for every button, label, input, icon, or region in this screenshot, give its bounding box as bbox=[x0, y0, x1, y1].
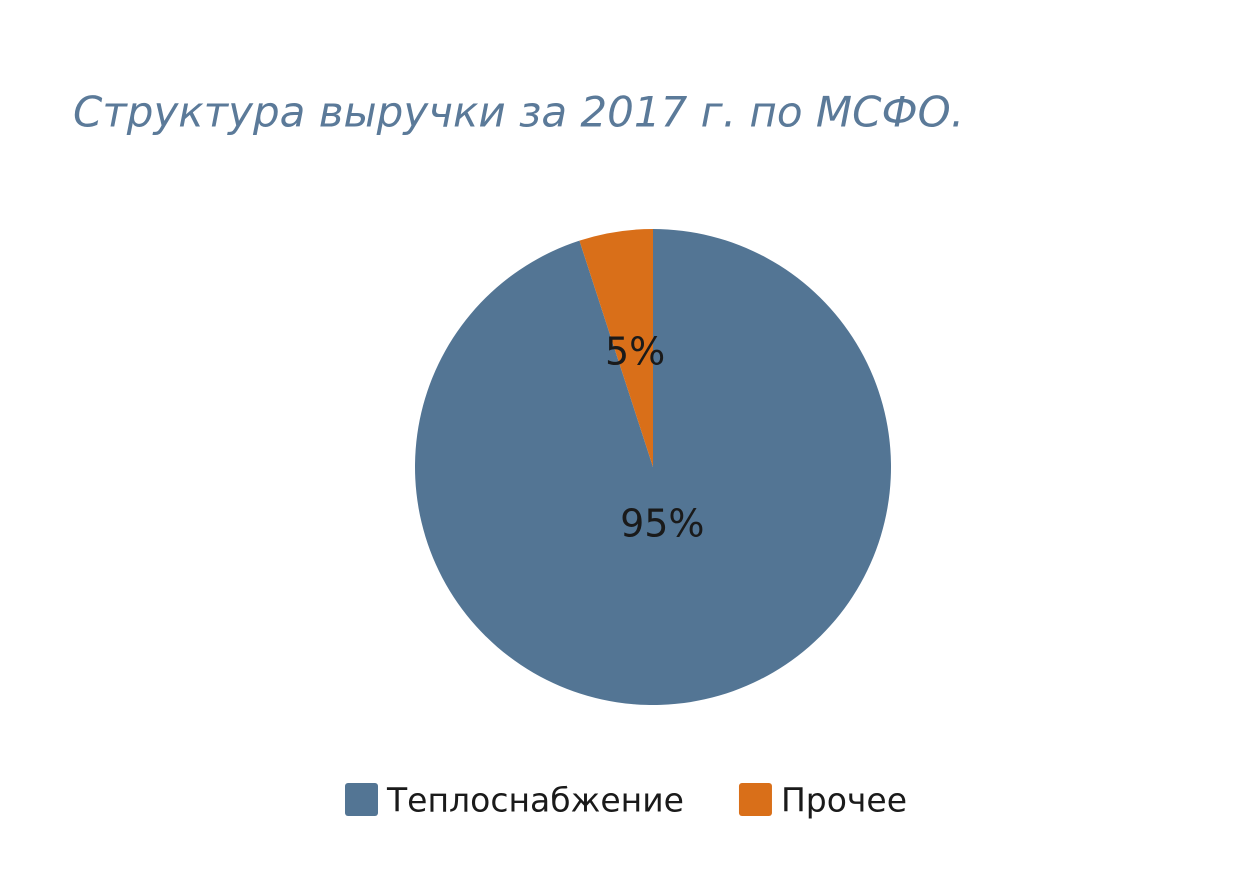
chart-title: Структура выручки за 2017 г. по МСФО. bbox=[73, 88, 964, 137]
pie-slice bbox=[579, 229, 653, 467]
legend-swatch bbox=[738, 783, 772, 816]
data-label: 5% bbox=[605, 330, 665, 374]
legend-label: Теплоснабжение bbox=[386, 781, 684, 820]
legend-swatch bbox=[345, 783, 378, 816]
legend-label: Прочее bbox=[781, 781, 907, 820]
data-label: 95% bbox=[620, 501, 704, 545]
